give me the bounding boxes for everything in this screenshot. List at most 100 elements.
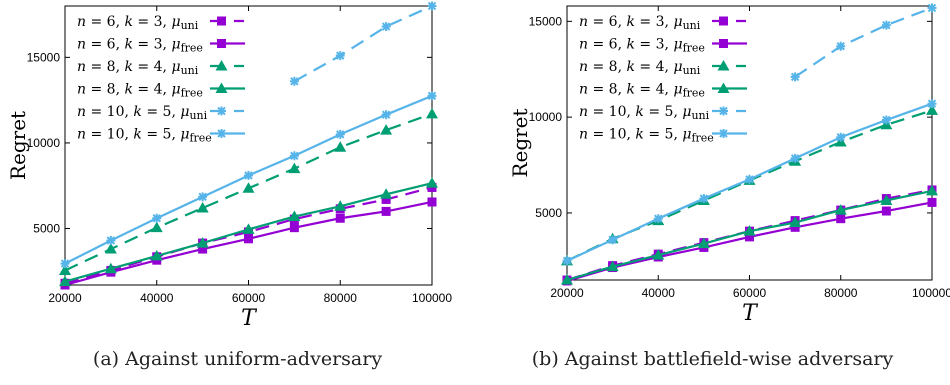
data-point [745, 174, 754, 184]
series-line [794, 6, 933, 78]
data-point [59, 275, 71, 287]
x-tick-label: 40000 [140, 291, 174, 305]
chart-panel-a: 20000 40000 60000 80000 100000 5000 10000 15000… [6, 1, 452, 370]
series-n8-k4-free [561, 184, 938, 285]
x-axis-label: T [241, 306, 258, 331]
data-point [380, 124, 393, 135]
data-point [881, 20, 891, 30]
series-line [566, 201, 933, 283]
data-point [836, 41, 846, 51]
data-point [150, 221, 163, 233]
legend-entry-label: n = 10, k = 5, μuni [579, 104, 710, 122]
legend-entry-label: n = 8, k = 4, μfree [579, 82, 705, 100]
data-point [381, 110, 391, 120]
data-point [381, 206, 391, 216]
data-point [790, 72, 800, 82]
y-tick-label: 10000 [529, 110, 563, 124]
legend-entry-label: n = 8, k = 4, μuni [77, 59, 199, 77]
data-point [926, 184, 938, 196]
legend: n = 6, k = 3, μuni n = 6, k = 3, μfree n =… [77, 14, 245, 145]
x-tick-label: 60000 [232, 291, 266, 305]
data-point [927, 99, 937, 109]
x-tick-label: 20000 [550, 286, 584, 300]
y-axis-label: Regret [508, 108, 532, 177]
series-line [64, 186, 433, 285]
legend-entry-label: n = 6, k = 3, μuni [579, 14, 701, 32]
data-point [608, 235, 618, 245]
legend-marker [717, 82, 730, 93]
data-point [244, 170, 253, 180]
data-point [335, 213, 345, 223]
caption-a: (a) Against uniform-adversary [92, 348, 383, 370]
data-point [426, 177, 438, 188]
data-point [790, 153, 800, 163]
legend-entry-label: n = 6, k = 3, μfree [579, 37, 705, 55]
data-point [836, 132, 846, 142]
data-point [427, 1, 437, 11]
data-point [152, 213, 162, 223]
data-point [288, 162, 301, 174]
data-point [561, 274, 573, 285]
data-point [60, 259, 70, 269]
series-n6-k3-free [562, 197, 937, 286]
series-n8-k4-free [59, 177, 438, 287]
legend-marker [217, 16, 226, 26]
data-point [242, 223, 255, 234]
chart-a-svg: 20000 40000 60000 80000 100000 5000 10000 15000… [6, 1, 452, 331]
legend-entry-label: n = 8, k = 4, μuni [579, 59, 701, 77]
data-point [104, 262, 117, 274]
legend-entry-label: n = 6, k = 3, μfree [77, 37, 203, 55]
data-point [881, 115, 891, 125]
y-tick-label: 10000 [27, 136, 61, 150]
legend: n = 6, k = 3, μuni n = 6, k = 3, μfree n =… [579, 14, 747, 145]
data-point [381, 194, 391, 204]
data-point [196, 201, 209, 213]
legend-marker [217, 129, 226, 138]
y-tick-label: 15000 [529, 14, 563, 28]
data-point [652, 249, 665, 260]
series-n10-k5-free [562, 99, 937, 266]
data-point [242, 182, 255, 193]
data-point [880, 194, 893, 205]
legend-entry-label: n = 10, k = 5, μfree [579, 127, 714, 145]
data-point [335, 129, 345, 139]
legend-marker [217, 39, 226, 48]
x-tick-label: 20000 [48, 291, 82, 305]
data-point [196, 237, 209, 248]
y-tick-label: 5000 [33, 222, 60, 236]
legend-entry-label: n = 10, k = 5, μfree [77, 127, 212, 145]
data-point [381, 22, 391, 32]
data-point [150, 249, 163, 261]
y-tick-label: 5000 [535, 206, 562, 220]
chart-b-svg: 20000 40000 60000 80000 100000 5000 10000 15000… [508, 3, 950, 326]
data-point [334, 200, 347, 211]
data-point [562, 256, 572, 266]
data-point [289, 151, 299, 161]
series-n10-k5-free [60, 91, 437, 269]
data-point [289, 76, 299, 86]
series-n10-k5-uni [289, 1, 437, 86]
data-point [834, 204, 847, 215]
data-point [789, 216, 802, 228]
x-tick-label: 80000 [824, 286, 858, 300]
legend-marker [719, 39, 728, 48]
data-point [427, 197, 437, 207]
series-n6-k3-free [60, 197, 437, 290]
data-point [881, 206, 891, 216]
series-line [293, 4, 433, 83]
data-point [106, 235, 116, 245]
data-point [790, 222, 800, 232]
legend-marker [215, 60, 228, 71]
x-tick-label: 100000 [412, 291, 452, 305]
data-point [743, 225, 756, 236]
x-tick-label: 40000 [642, 286, 676, 300]
legend-marker [719, 16, 728, 26]
data-point [606, 260, 619, 272]
data-point [926, 104, 938, 115]
data-point [836, 214, 846, 224]
data-point [927, 3, 937, 13]
data-point [699, 194, 709, 204]
data-point [745, 232, 754, 242]
series-n8-k4-uni [59, 107, 438, 275]
x-tick-label: 80000 [324, 291, 358, 305]
